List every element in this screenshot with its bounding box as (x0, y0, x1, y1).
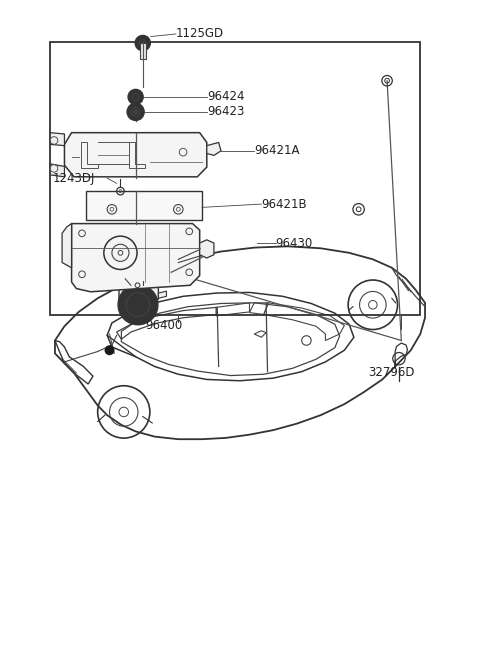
Text: 96421B: 96421B (261, 198, 307, 211)
Polygon shape (207, 142, 221, 155)
Text: 96421A: 96421A (254, 144, 300, 157)
Polygon shape (158, 291, 167, 298)
Bar (140, 43, 145, 60)
Circle shape (128, 89, 143, 105)
Circle shape (127, 103, 144, 121)
Text: 96423: 96423 (207, 105, 244, 119)
Polygon shape (64, 133, 207, 177)
Text: 1243DJ: 1243DJ (53, 172, 95, 185)
Text: 96430: 96430 (276, 236, 313, 250)
Polygon shape (86, 191, 202, 220)
Text: 1125GD: 1125GD (176, 28, 224, 41)
Bar (50, 42, 420, 314)
Text: 96400: 96400 (145, 319, 182, 332)
Circle shape (135, 35, 150, 50)
Text: 32796D: 32796D (368, 366, 415, 379)
Text: 96424: 96424 (207, 90, 244, 103)
Polygon shape (50, 164, 64, 177)
Polygon shape (200, 240, 214, 258)
Circle shape (105, 346, 114, 354)
Polygon shape (72, 223, 200, 291)
Polygon shape (62, 223, 72, 268)
Polygon shape (119, 286, 158, 308)
Polygon shape (50, 133, 64, 145)
Circle shape (118, 285, 158, 325)
